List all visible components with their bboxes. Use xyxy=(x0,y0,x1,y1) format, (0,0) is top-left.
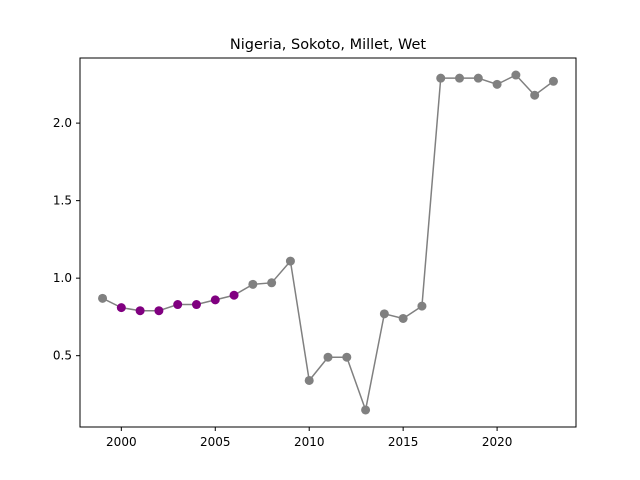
data-point xyxy=(98,293,108,303)
x-axis: 2000 2005 2010 2015 2020 xyxy=(106,427,512,449)
data-point xyxy=(436,73,446,83)
data-point xyxy=(342,352,352,362)
data-point xyxy=(455,73,465,83)
x-tick-label: 2005 xyxy=(200,435,231,449)
data-point xyxy=(417,301,427,311)
data-point xyxy=(361,405,371,415)
data-point-highlighted xyxy=(135,306,145,316)
data-point xyxy=(379,309,389,319)
data-point xyxy=(548,76,558,86)
data-point xyxy=(248,279,258,289)
x-tick-label: 2015 xyxy=(388,435,419,449)
data-point xyxy=(323,352,333,362)
chart-title: Nigeria, Sokoto, Millet, Wet xyxy=(230,37,427,53)
data-point xyxy=(267,278,277,288)
data-point-highlighted xyxy=(210,295,220,305)
plot-area xyxy=(98,70,558,415)
data-point xyxy=(304,375,314,385)
data-point xyxy=(530,90,540,100)
x-tick-label: 2010 xyxy=(294,435,325,449)
data-point xyxy=(285,256,295,266)
y-axis: 0.5 1.0 1.5 2.0 xyxy=(53,116,80,363)
x-tick-label: 2000 xyxy=(106,435,137,449)
y-tick-label: 1.0 xyxy=(53,271,72,285)
data-point-highlighted xyxy=(173,300,183,310)
data-point xyxy=(511,70,521,80)
axes-frame xyxy=(79,57,577,428)
x-tick-label: 2020 xyxy=(482,435,513,449)
y-tick-label: 0.5 xyxy=(53,349,72,363)
data-point-highlighted xyxy=(116,303,126,313)
data-point xyxy=(473,73,483,83)
data-point-highlighted xyxy=(154,306,164,316)
data-point-highlighted xyxy=(229,290,239,300)
data-point xyxy=(398,313,408,323)
y-tick-label: 2.0 xyxy=(53,116,72,130)
y-tick-label: 1.5 xyxy=(53,194,72,208)
data-point xyxy=(492,79,502,89)
data-point-highlighted xyxy=(191,300,201,310)
